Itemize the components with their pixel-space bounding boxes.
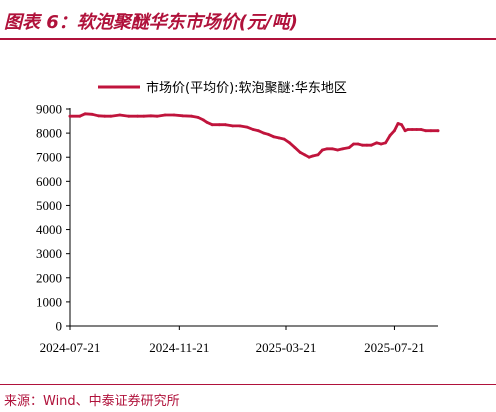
y-tick-label: 9000 [36,102,62,117]
data-point [83,112,87,116]
data-point [136,114,140,118]
data-point [181,114,185,118]
data-point [388,134,392,137]
data-point [272,135,275,139]
data-point [142,114,146,118]
data-point [163,113,167,117]
data-point [415,128,419,131]
data-point [97,114,100,118]
data-point [205,120,209,124]
series-line [68,112,440,159]
y-tick-label: 1000 [36,294,62,309]
data-point [251,128,255,131]
data-point [196,116,200,119]
data-point [410,128,414,131]
data-point [396,122,400,125]
figure-title: 图表 6：软泡聚醚华东市场价(元/吨) [4,12,298,33]
source-rule [0,384,496,385]
data-point [307,155,311,159]
data-point [155,114,159,118]
data-point [78,114,82,118]
data-point [347,146,351,150]
data-point [109,114,113,118]
y-tick-label: 4000 [36,222,62,237]
data-point [172,113,176,117]
data-point [288,141,291,145]
y-tick-label: 7000 [36,150,62,165]
y-tick-label: 5000 [36,198,62,213]
data-point [361,143,364,147]
data-point [419,128,423,131]
x-tick-label: 2025-07-21 [364,340,425,355]
data-point [266,132,270,136]
data-point [321,148,324,152]
chart-axes [69,108,438,327]
data-point [149,114,153,118]
data-point [325,147,329,151]
data-point [190,114,194,118]
data-point [298,151,302,154]
data-point [403,129,407,133]
data-point [68,114,72,118]
data-point [365,143,369,147]
data-point [336,148,339,152]
y-axis-ticks: 0 1000 2000 3000 4000 5000 6000 7000 8000 9000 [36,102,70,334]
data-point [262,131,266,135]
data-point [375,141,379,145]
y-tick-label: 8000 [36,126,62,141]
legend-label: 市场价(平均价):软泡聚醚:华东地区 [146,80,347,96]
data-point [303,153,307,157]
data-point [217,123,221,127]
data-point [90,112,94,116]
data-point [436,129,440,133]
data-point [393,129,396,133]
data-point [282,137,286,141]
y-tick-label: 2000 [36,270,62,285]
x-axis-ticks: 2024-07-21 2024-11-21 2025-03-21 2025-07-21 [40,326,425,355]
x-tick-label: 2024-07-21 [40,340,101,355]
data-point [316,153,320,157]
data-point [224,123,228,127]
data-point [238,124,242,128]
chart-legend: 市场价(平均价):软泡聚醚:华东地区 [98,80,347,96]
data-point [231,124,235,128]
data-point [210,123,214,127]
x-tick-label: 2024-11-21 [149,340,209,355]
source-note: 来源：Wind、中泰证券研究所 [4,394,180,409]
data-point [424,129,427,133]
data-point [201,118,205,122]
series-group [68,112,440,159]
data-point [379,142,383,146]
data-point [406,128,410,131]
title-rule [0,38,496,40]
data-point [257,129,260,133]
data-point [341,147,345,151]
data-point [352,142,355,146]
data-point [245,125,249,129]
data-point [330,147,334,151]
data-point [127,114,131,118]
data-point [356,142,360,146]
y-tick-label: 3000 [36,246,62,261]
data-point [384,141,387,145]
data-point [311,154,315,158]
data-point [400,123,403,127]
data-point [277,136,281,140]
data-point [118,113,122,117]
data-point [103,114,107,118]
data-point [369,143,373,147]
data-point [429,129,433,133]
data-point [293,146,297,150]
y-tick-label: 6000 [36,174,62,189]
x-tick-label: 2025-03-21 [256,340,317,355]
y-tick-label: 0 [56,319,63,334]
